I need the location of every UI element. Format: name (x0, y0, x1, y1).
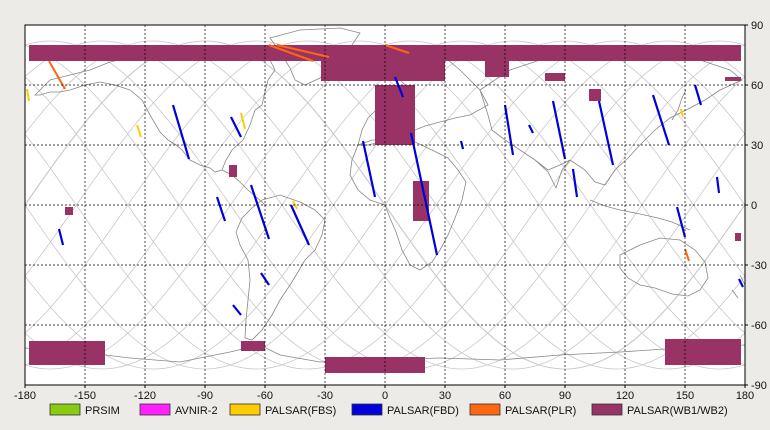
fbs-swath (136, 124, 142, 138)
lat-tick-label: -60 (751, 320, 767, 332)
coastline-africa (349, 139, 467, 271)
fbd-swath (361, 140, 377, 198)
fbd-swath (715, 176, 721, 194)
fbd-swath (171, 104, 191, 160)
lon-tick-label: -180 (14, 390, 36, 402)
lon-tick-label: -30 (317, 390, 333, 402)
lat-tick-label: 90 (751, 20, 763, 32)
fbd-swath (57, 228, 65, 246)
fbd-swath (409, 132, 439, 256)
fbd-swath (651, 94, 671, 146)
legend-item: PALSAR(FBD) (351, 403, 459, 417)
wb-swath (413, 181, 429, 221)
legend-item: PALSAR(PLR) (469, 403, 576, 417)
orbit-track (25, 40, 745, 370)
fbd-swath (393, 76, 405, 98)
fbd-swath (738, 278, 744, 288)
fbd-swath (230, 116, 242, 138)
lon-tick-label: -90 (197, 390, 213, 402)
lon-tick-label: 180 (736, 390, 754, 402)
lat-tick-label: -30 (751, 260, 767, 272)
legend-swatch (591, 403, 623, 416)
legend-label: AVNIR-2 (175, 405, 218, 417)
fbd-swath (693, 84, 703, 106)
wb-swath (65, 207, 73, 215)
fbd-swath (232, 304, 242, 316)
fbs-swath (26, 88, 30, 102)
legend-label: PRSIM (85, 405, 120, 417)
fbd-swath (551, 100, 567, 160)
fbd-swath (215, 196, 227, 222)
legend: PRSIM AVNIR-2 PALSAR(FBS) PALSAR(FBD) PALSAR… (49, 403, 728, 417)
wb-swath (325, 357, 425, 373)
wb-swath (545, 73, 565, 81)
axis-ticks: -180 -150 -120 -90 -60 -30 0 30 60 90 120 150 180 90 6… (14, 20, 767, 402)
legend-swatch (351, 403, 383, 416)
fbd-swath (675, 206, 687, 238)
wb-swath (735, 233, 741, 241)
legend-label: PALSAR(PLR) (505, 405, 576, 417)
lon-tick-label: 60 (499, 390, 511, 402)
plr-swath (276, 44, 330, 58)
wb-swath (321, 61, 445, 81)
fbd-swath (289, 204, 311, 246)
orbit-track (25, 40, 745, 370)
coastline-japan (671, 89, 687, 121)
fbd-swath (503, 104, 515, 156)
legend-item: PRSIM (49, 403, 120, 417)
wb-swath (375, 85, 415, 145)
lat-tick-label: -90 (751, 380, 767, 392)
wb-swath (241, 341, 265, 351)
legend-swatch (469, 403, 501, 416)
coastline-antarctica (25, 344, 745, 363)
lon-tick-label: -150 (74, 390, 96, 402)
lon-tick-label: -120 (134, 390, 156, 402)
legend-item: AVNIR-2 (139, 403, 218, 417)
lon-tick-label: 0 (382, 390, 388, 402)
legend-label: PALSAR(FBD) (387, 405, 459, 417)
coastline-south-america (235, 194, 326, 341)
legend-item: PALSAR(FBS) (229, 403, 336, 417)
lat-tick-label: 60 (751, 80, 763, 92)
coastline-australia (619, 237, 709, 297)
coastline-indonesia (589, 199, 691, 231)
plr-swath (268, 44, 314, 62)
plr-swath (684, 248, 690, 262)
legend-label: PALSAR(FBS) (265, 405, 336, 417)
orbit-track (25, 40, 745, 370)
fbs-swath (680, 108, 684, 118)
fbd-swath (597, 100, 615, 166)
wb-swath (725, 77, 741, 81)
wb-swath (485, 61, 509, 77)
orbit-track (25, 40, 745, 370)
lon-tick-label: 150 (676, 390, 694, 402)
lon-tick-label: 30 (439, 390, 451, 402)
legend-swatch (139, 403, 171, 416)
coastline-new-zealand (731, 274, 745, 299)
lon-tick-label: 120 (616, 390, 634, 402)
legend-swatch (49, 403, 81, 416)
plr-swath (48, 60, 66, 90)
wb-swath (229, 165, 237, 177)
lon-tick-label: 90 (559, 390, 571, 402)
wb-swath (665, 339, 741, 365)
lon-tick-label: -60 (257, 390, 273, 402)
fbd-swath (528, 124, 534, 134)
legend-item: PALSAR(WB1/WB2) (591, 403, 728, 417)
lat-tick-label: 30 (751, 140, 763, 152)
wb-swath (589, 89, 601, 101)
plr-swath (384, 44, 410, 54)
legend-label: PALSAR(WB1/WB2) (627, 405, 728, 417)
graticule (25, 25, 745, 385)
fbd-swath (249, 184, 271, 240)
legend-swatch (229, 403, 261, 416)
wb-swath (29, 341, 105, 365)
lat-tick-label: 0 (751, 200, 757, 212)
fbd-swath (571, 168, 579, 198)
fbs-swath (240, 112, 246, 130)
